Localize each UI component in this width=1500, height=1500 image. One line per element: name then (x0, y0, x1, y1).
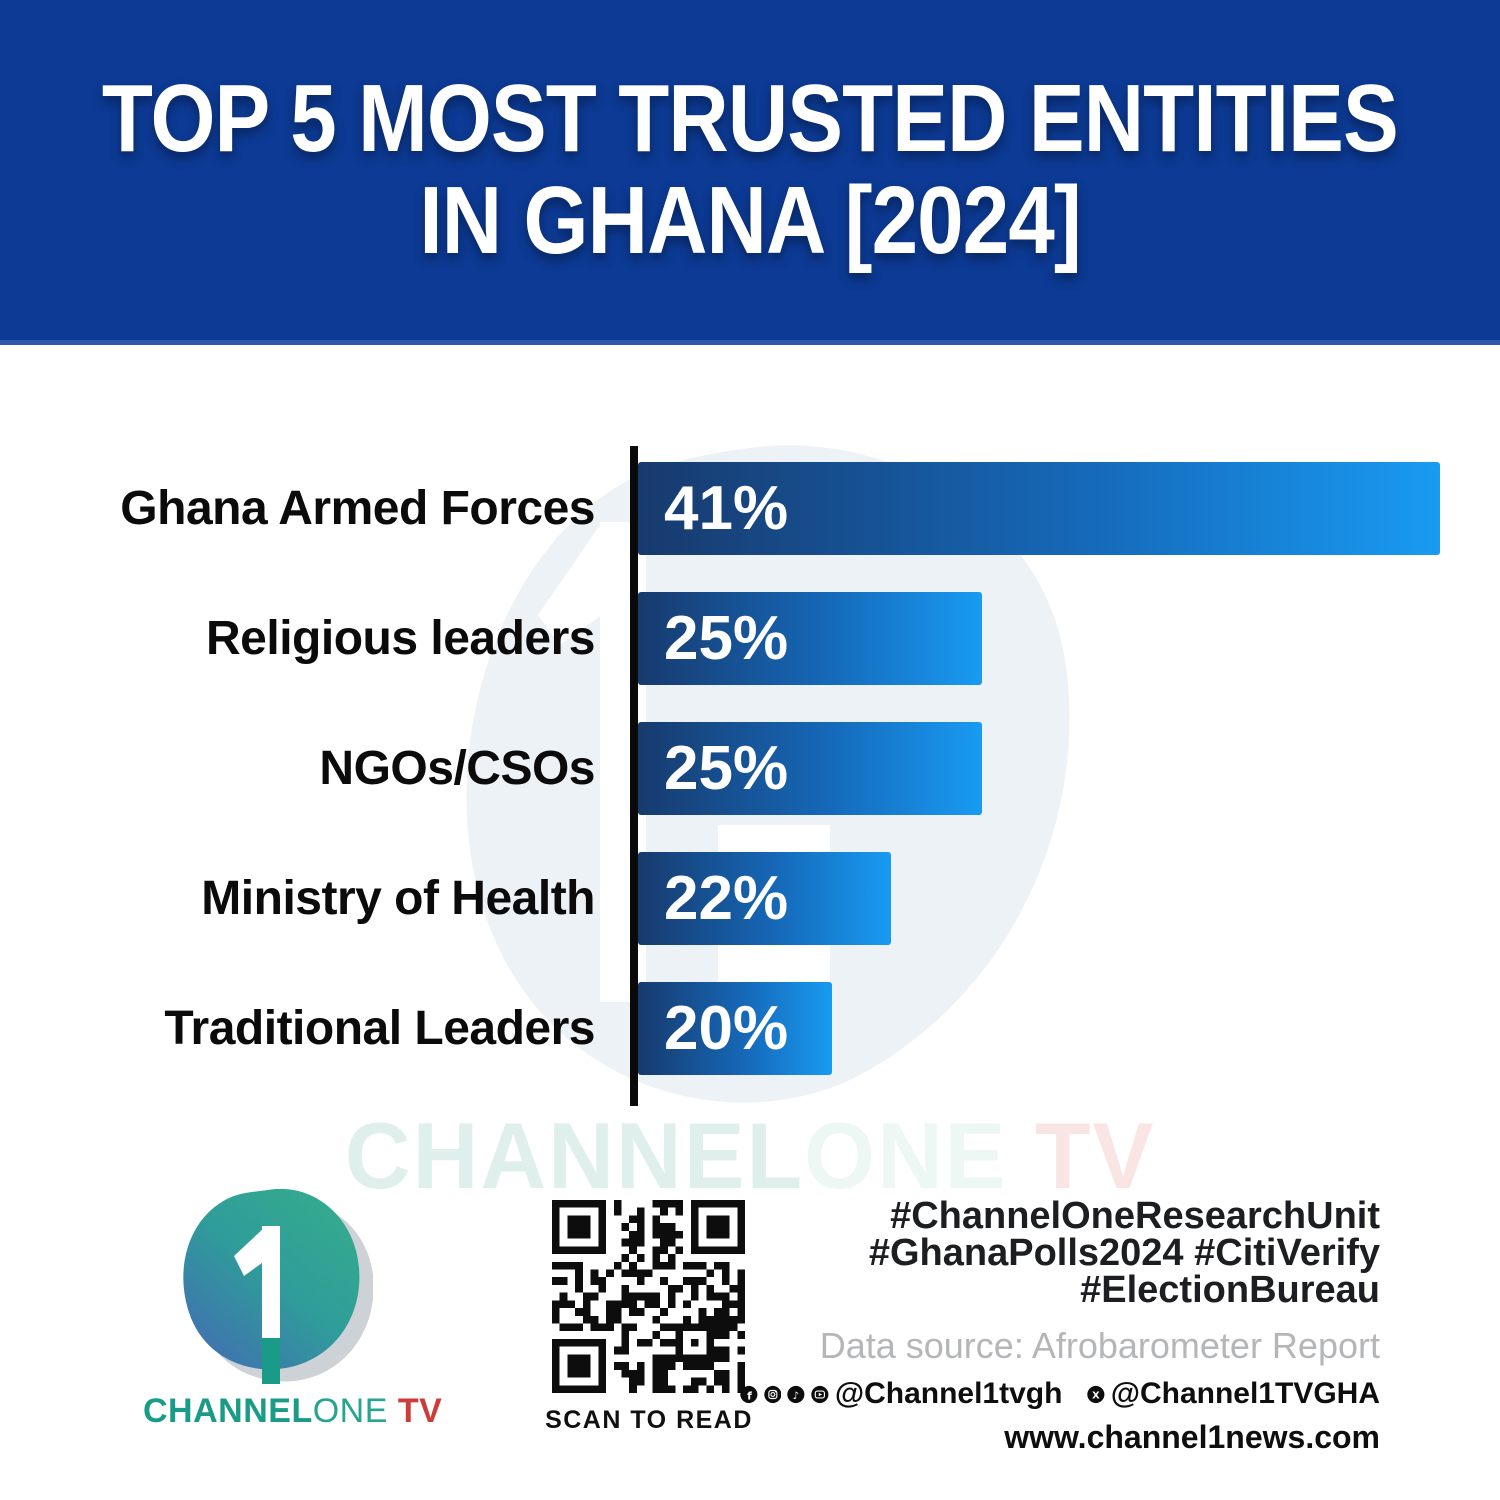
chart-axis-line (630, 446, 638, 1106)
website-url: www.channel1news.com (1004, 1419, 1380, 1455)
bar-traditional-leaders: 20% (638, 982, 832, 1075)
bar-value-label: 20% (664, 994, 789, 1063)
page-title-line-2: IN GHANA [2024] (419, 167, 1081, 274)
bar-value-label: 22% (664, 864, 789, 933)
bar-ministry-of-health: 22% (638, 852, 891, 945)
bar-value-label: 25% (664, 604, 789, 673)
watermark-tv: TV (1034, 1103, 1156, 1208)
logo-wordmark: CHANNELONE TV (143, 1392, 463, 1431)
watermark-one: ONE (804, 1103, 1008, 1208)
tiktok-icon: ♪ (787, 1385, 805, 1403)
svg-text:X: X (1092, 1390, 1100, 1401)
logo-word-channel: CHANNEL (143, 1392, 313, 1430)
svg-text:f: f (747, 1389, 752, 1402)
logo-word-one: ONE (312, 1392, 388, 1430)
qr-caption: SCAN TO READ (545, 1406, 753, 1434)
bar-value-label: 41% (664, 474, 789, 543)
footer-right-block: #ChannelOneResearchUnit #GhanaPolls2024 … (740, 1195, 1380, 1456)
instagram-icon (764, 1385, 782, 1403)
social-row: f ♪ @Channel1tvgh X @ (740, 1377, 1380, 1411)
bar-value-label: 25% (664, 734, 789, 803)
category-label-religious-leaders: Religious leaders (206, 612, 595, 665)
category-label-ministry-of-health: Ministry of Health (201, 872, 595, 925)
facebook-icon: f (740, 1385, 758, 1403)
qr-code (552, 1200, 745, 1393)
category-label-ghana-armed-forces: Ghana Armed Forces (120, 482, 595, 535)
category-label-ngos-csos: NGOs/CSOs (319, 742, 595, 795)
bar-ghana-armed-forces: 41% (638, 462, 1440, 555)
data-source-note: Data source: Afrobarometer Report (819, 1325, 1380, 1366)
hashtag-line-2: #GhanaPolls2024 #CitiVerify (868, 1232, 1380, 1274)
bar-ngos-csos: 25% (638, 722, 982, 815)
x-icon: X (1087, 1385, 1105, 1403)
youtube-icon (811, 1385, 829, 1403)
header-banner: TOP 5 MOST TRUSTED ENTITIES IN GHANA [20… (0, 0, 1500, 345)
social-handle-main: @Channel1tvgh (834, 1377, 1063, 1410)
channel-one-tv-logo (183, 1188, 373, 1384)
logo-numeral-1 (234, 1226, 280, 1384)
logo-word-tv: TV (397, 1392, 443, 1430)
category-label-traditional-leaders: Traditional Leaders (164, 1002, 595, 1055)
channelone-tv-text-watermark: CHANNELONE TV (23, 1102, 1478, 1210)
hashtag-line-3: #ElectionBureau (1080, 1269, 1380, 1311)
bar-religious-leaders: 25% (638, 592, 982, 685)
page-title-line-1: TOP 5 MOST TRUSTED ENTITIES (101, 65, 1399, 173)
watermark-channel: CHANNEL (344, 1103, 805, 1208)
social-handle-x: @Channel1TVGHA (1110, 1377, 1380, 1410)
svg-text:♪: ♪ (793, 1389, 800, 1401)
hashtag-line-1: #ChannelOneResearchUnit (890, 1195, 1380, 1237)
